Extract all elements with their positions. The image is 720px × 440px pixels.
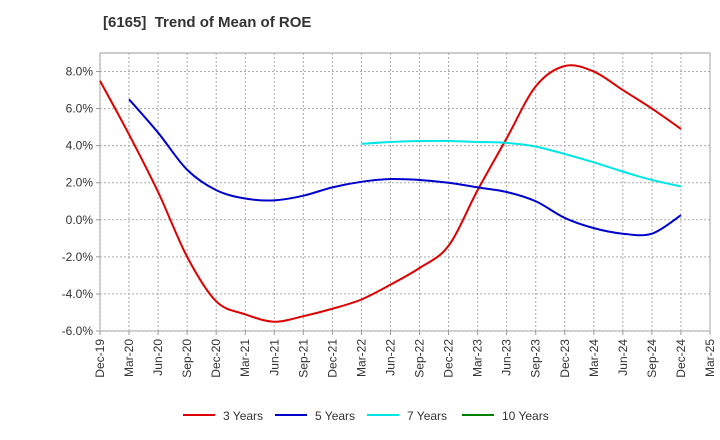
x-tick-label: Mar-21: [238, 339, 252, 377]
x-tick-label: Mar-23: [471, 339, 485, 377]
x-tick-label: Mar-25: [703, 339, 717, 377]
x-tick-label: Jun-21: [267, 339, 281, 376]
legend-label: 10 Years: [502, 409, 549, 423]
series-lines: [99, 64, 682, 323]
x-tick-label: Dec-24: [674, 339, 688, 378]
x-tick-label: Sep-23: [529, 339, 543, 378]
plot-area: [99, 52, 711, 332]
chart-title: [6165] Trend of Mean of ROE: [103, 14, 312, 31]
x-tick-label: Dec-20: [209, 339, 223, 378]
x-tick-label: Jun-24: [616, 339, 630, 376]
y-tick-label: 2.0%: [66, 176, 94, 190]
y-tick-label: 0.0%: [66, 213, 94, 227]
x-tick-label: Dec-23: [558, 339, 572, 378]
series-line-3-years: [99, 64, 682, 323]
legend: 3 Years 5 Years 7 Years 10 Years: [183, 409, 549, 423]
y-tick-label: 8.0%: [66, 65, 94, 79]
x-tick-label: Dec-19: [93, 339, 107, 378]
x-tick-label: Mar-24: [587, 339, 601, 377]
x-tick-label: Sep-20: [180, 339, 194, 378]
x-tick-label: Mar-20: [122, 339, 136, 377]
x-tick-label: Dec-21: [325, 339, 339, 378]
x-tick-label: Dec-22: [442, 339, 456, 378]
x-tick-label: Sep-24: [645, 339, 659, 378]
series-line-5-years: [128, 98, 682, 237]
x-tick-label: Sep-21: [296, 339, 310, 378]
y-tick-label: 6.0%: [66, 102, 94, 116]
legend-label: 7 Years: [407, 409, 447, 423]
x-tick-label: Jun-22: [383, 339, 397, 376]
x-axis: Dec-19 Mar-20 Jun-20 Sep-20 Dec-20 Mar-21 Jun-…: [93, 331, 717, 378]
y-tick-label: -2.0%: [62, 250, 94, 264]
y-tick-label: -6.0%: [62, 324, 94, 338]
legend-label: 5 Years: [315, 409, 355, 423]
y-tick-label: -4.0%: [62, 287, 94, 301]
y-axis: 8.0% 6.0% 4.0% 2.0% 0.0% -2.0% -4.0% -6.0%: [62, 65, 100, 338]
x-tick-label: Jun-23: [500, 339, 514, 376]
legend-label: 3 Years: [223, 409, 263, 423]
x-tick-label: Jun-20: [151, 339, 165, 376]
y-tick-label: 4.0%: [66, 139, 94, 153]
x-tick-label: Mar-22: [354, 339, 368, 377]
x-tick-label: Sep-22: [413, 339, 427, 378]
series-line-7-years: [361, 139, 682, 188]
